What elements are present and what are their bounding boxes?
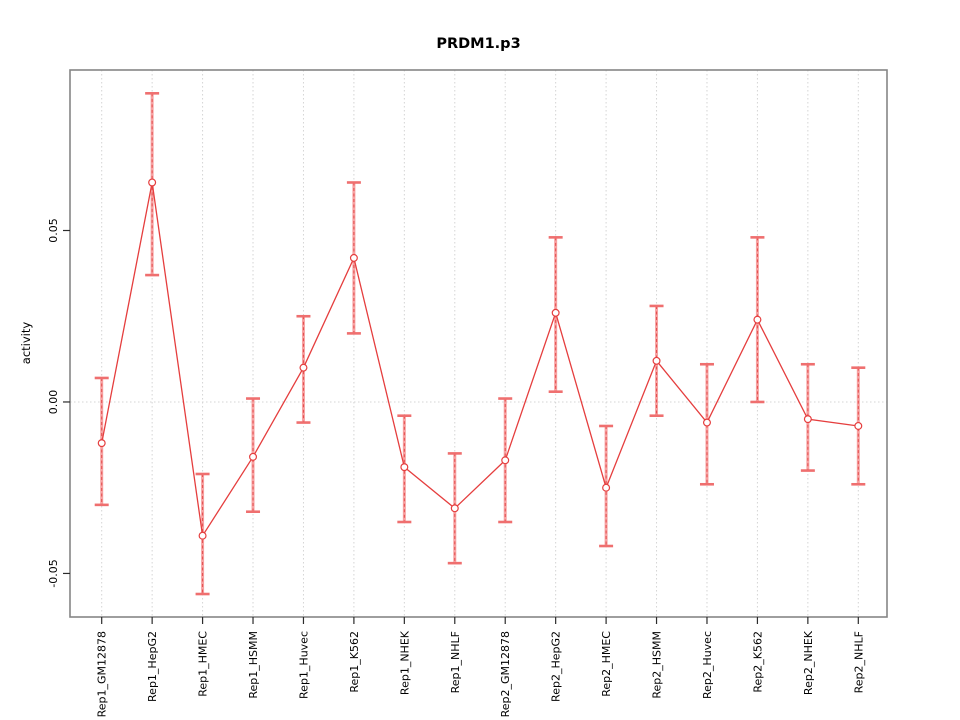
chart-title: PRDM1.p3 [436, 36, 521, 52]
data-point [198, 531, 207, 540]
x-tick-label: Rep2_HepG2 [550, 631, 563, 702]
x-tick-label: Rep1_K562 [348, 631, 361, 693]
data-point [803, 415, 812, 424]
data-point [854, 421, 863, 430]
x-tick-label: Rep2_NHLF [852, 631, 865, 693]
data-point [349, 253, 358, 262]
x-tick-label: Rep1_HMEC [197, 631, 210, 697]
data-point [602, 483, 611, 492]
data-point [400, 463, 409, 472]
x-tick-label: Rep1_NHLF [449, 631, 462, 693]
y-tick-label: -0.05 [47, 559, 60, 587]
data-point [652, 356, 661, 365]
y-tick-label: 0.05 [47, 218, 60, 243]
x-tick-label: Rep1_GM12878 [96, 631, 109, 717]
x-tick-label: Rep2_Huvec [701, 631, 714, 699]
data-point [148, 178, 157, 187]
data-point [753, 315, 762, 324]
x-tick-label: Rep2_K562 [751, 631, 764, 693]
x-tick-label: Rep2_GM12878 [499, 631, 512, 717]
x-tick-label: Rep1_HSMM [247, 631, 260, 699]
y-tick-label: 0.00 [47, 390, 60, 415]
plot-border [69, 69, 888, 618]
data-line [101, 182, 859, 538]
x-tick-label: Rep1_HepG2 [146, 631, 159, 702]
data-point [702, 418, 711, 427]
data-point [249, 452, 258, 461]
x-tick-label: Rep2_HMEC [600, 631, 613, 697]
x-tick-label: Rep1_Huvec [297, 631, 310, 699]
data-point [299, 363, 308, 372]
data-point [551, 308, 560, 317]
x-tick-label: Rep2_NHEK [802, 630, 815, 695]
x-tick-label: Rep1_NHEK [398, 630, 411, 695]
data-point [501, 456, 510, 465]
data-point [97, 439, 106, 448]
x-tick-label: Rep2_HSMM [651, 631, 664, 699]
data-point [450, 504, 459, 513]
